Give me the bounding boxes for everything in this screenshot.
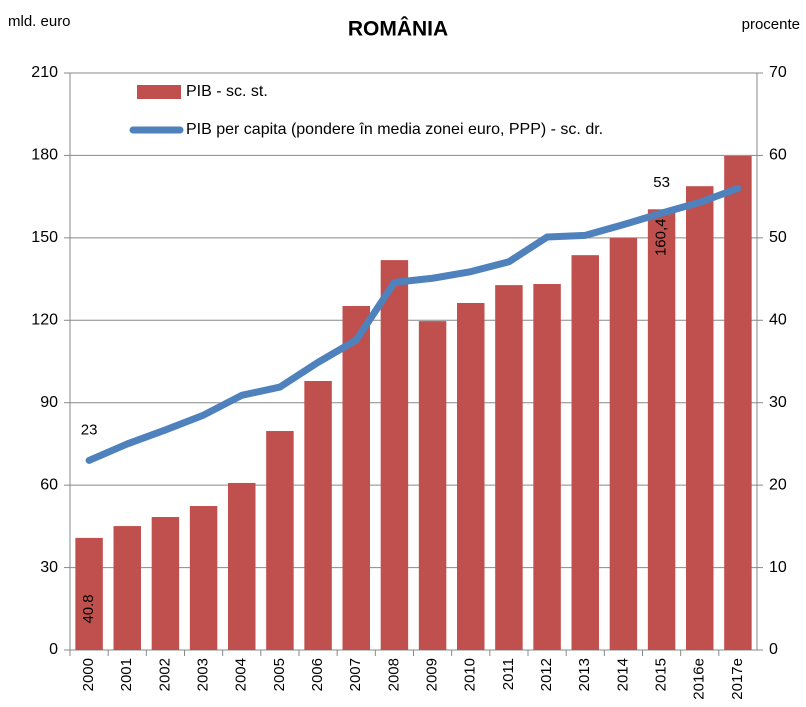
y-tick-label: 0	[49, 641, 58, 658]
bar	[75, 537, 103, 650]
x-tick-label: 2012	[538, 658, 555, 691]
x-tick-label: 2016e	[691, 658, 708, 700]
x-tick-label: 2005	[271, 658, 288, 691]
bar	[647, 209, 676, 650]
x-tick-label: 2007	[347, 658, 364, 691]
y2-axis-title: procente	[742, 16, 800, 33]
bar-value-label: 160,4	[653, 219, 670, 257]
y-tick-label: 180	[31, 147, 58, 164]
bar	[571, 255, 599, 650]
bar	[724, 155, 752, 650]
y2-tick-label: 20	[769, 476, 787, 493]
x-tick-label: 2010	[462, 658, 479, 691]
x-tick-label: 2009	[424, 658, 441, 691]
y-tick-label: 120	[31, 312, 58, 329]
y-tick-label: 210	[31, 64, 58, 81]
y-tick-label: 90	[40, 394, 58, 411]
bar	[495, 285, 523, 650]
y2-tick-label: 70	[769, 64, 787, 81]
x-tick-label: 2004	[233, 658, 250, 691]
bar	[342, 305, 370, 650]
y-tick-label: 150	[31, 229, 58, 246]
y2-tick-label: 0	[769, 641, 778, 658]
line-series	[85, 184, 742, 464]
y2-tick-label: 50	[769, 229, 787, 246]
x-tick-label: 2017e	[729, 658, 746, 700]
line-value-label: 23	[81, 421, 98, 438]
line-value-label: 53	[653, 174, 670, 191]
x-tick-label: 2008	[385, 658, 402, 691]
bar	[686, 186, 714, 650]
legend-label: PIB - sc. st.	[186, 83, 268, 100]
y2-tick-label: 10	[769, 559, 787, 576]
bar-value-label: 40.8	[80, 594, 97, 623]
bar	[457, 302, 485, 650]
x-tick-label: 2002	[156, 658, 173, 691]
bar	[380, 260, 409, 650]
x-tick-label: 2006	[309, 658, 326, 691]
bar	[266, 431, 294, 650]
y2-tick-label: 40	[769, 312, 787, 329]
bar	[151, 517, 180, 650]
x-tick-label: 2000	[80, 658, 97, 691]
y-axis-title: mld. euro	[8, 13, 71, 30]
x-tick-label: 2015	[653, 658, 670, 691]
legend-label: PIB per capita (pondere în media zonei e…	[186, 121, 603, 138]
bar	[418, 321, 447, 650]
bar	[609, 237, 638, 650]
bar	[228, 482, 256, 650]
x-tick-label: 2011	[500, 658, 517, 690]
x-tick-label: 2003	[195, 658, 212, 691]
bar	[189, 506, 218, 650]
bar	[533, 284, 561, 650]
chart-title: ROMÂNIA	[348, 17, 448, 41]
x-tick-label: 2001	[118, 658, 135, 691]
bar	[304, 381, 332, 650]
y-tick-label: 30	[40, 559, 58, 576]
y2-tick-label: 60	[769, 147, 787, 164]
x-tick-label: 2014	[614, 658, 631, 691]
y-tick-label: 60	[40, 476, 58, 493]
x-tick-label: 2013	[576, 658, 593, 691]
bar	[113, 526, 141, 650]
y2-tick-label: 30	[769, 394, 787, 411]
legend-swatch	[137, 85, 181, 99]
